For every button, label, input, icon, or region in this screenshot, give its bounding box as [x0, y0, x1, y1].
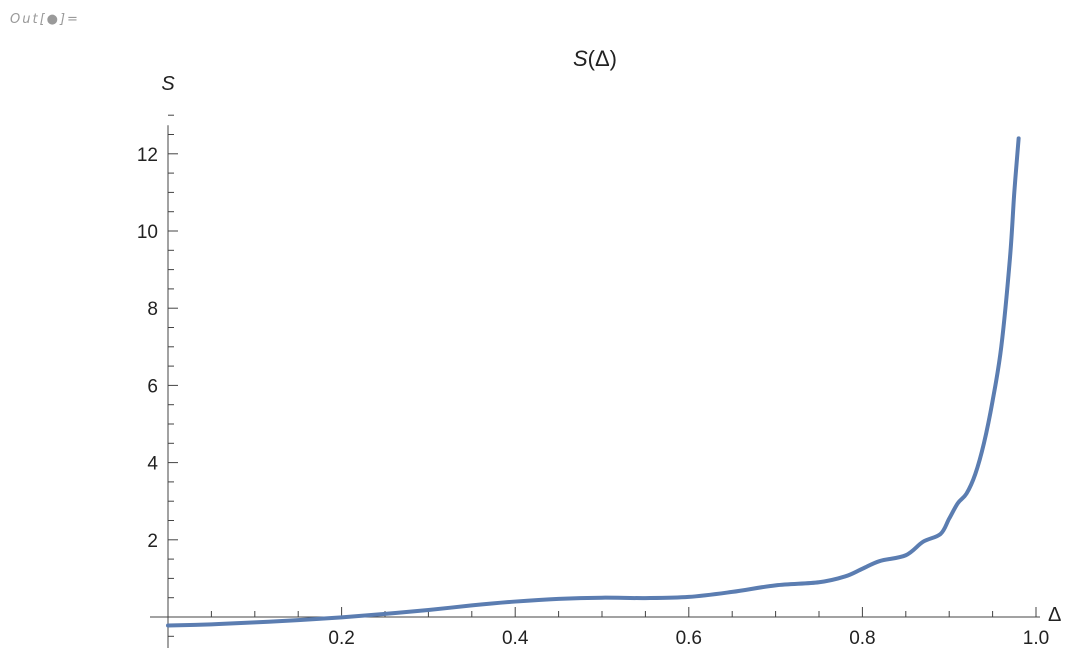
y-axis-label: S	[161, 73, 175, 95]
ticks	[168, 114, 1037, 637]
y-tick-label: 12	[137, 145, 158, 166]
x-tick-label: 0.2	[328, 628, 354, 649]
x-axis-label: Δ	[1048, 604, 1061, 626]
series-line	[166, 136, 1021, 628]
x-tick-label: 1.0	[1023, 628, 1049, 649]
y-tick-label: 8	[147, 299, 158, 320]
y-tick-label: 10	[137, 222, 158, 243]
chart-title-var: S	[573, 46, 588, 71]
chart-title-arg: (Δ)	[588, 46, 617, 71]
y-tick-label: 2	[147, 531, 158, 552]
y-tick-label: 6	[147, 376, 158, 397]
chart-title: S(Δ)	[573, 46, 617, 71]
x-tick-label: 0.4	[502, 628, 529, 649]
tick-labels: 0.2 0.4 0.6 0.8 1.0 2 4 6 8 10 12	[137, 145, 1049, 649]
axes	[150, 125, 1040, 648]
x-tick-label: 0.8	[849, 628, 875, 649]
x-tick-label: 0.6	[676, 628, 702, 649]
y-tick-label: 4	[147, 454, 158, 475]
output-cell-label: Out[●]=	[10, 12, 80, 27]
